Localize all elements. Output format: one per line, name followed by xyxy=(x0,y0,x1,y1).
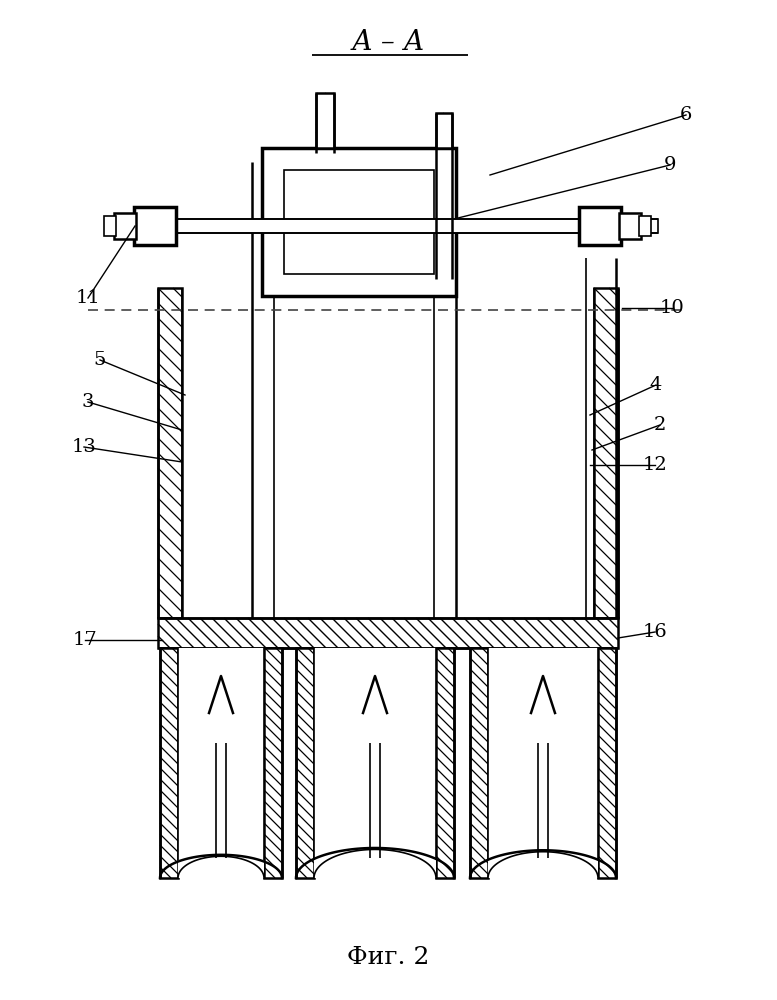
Text: Фиг. 2: Фиг. 2 xyxy=(347,946,430,970)
Bar xyxy=(178,648,264,878)
Bar xyxy=(284,170,434,274)
Text: 2: 2 xyxy=(653,416,666,434)
Bar xyxy=(488,648,598,878)
Text: 9: 9 xyxy=(664,156,676,174)
Text: 13: 13 xyxy=(71,438,96,456)
Bar xyxy=(316,93,334,148)
Bar xyxy=(104,216,116,236)
Bar xyxy=(252,162,456,618)
Bar xyxy=(182,288,594,618)
Bar xyxy=(436,113,452,148)
Bar xyxy=(314,648,436,878)
Bar xyxy=(140,211,170,241)
Bar xyxy=(639,216,651,236)
Text: 17: 17 xyxy=(72,631,97,649)
Text: А – А: А – А xyxy=(352,28,425,55)
Bar xyxy=(264,648,282,878)
Bar xyxy=(182,162,594,288)
Bar xyxy=(114,213,136,239)
Bar xyxy=(579,207,621,245)
Bar xyxy=(594,288,618,618)
Bar xyxy=(262,148,456,296)
Bar xyxy=(158,618,618,648)
Text: 10: 10 xyxy=(660,299,685,317)
Text: 12: 12 xyxy=(643,456,667,474)
Bar xyxy=(296,648,314,878)
Bar xyxy=(160,648,178,878)
Bar xyxy=(120,219,658,233)
Bar xyxy=(598,648,616,878)
Bar xyxy=(436,648,454,878)
Bar xyxy=(619,213,641,239)
Text: 6: 6 xyxy=(680,106,692,124)
Text: 4: 4 xyxy=(650,376,662,394)
Text: 11: 11 xyxy=(75,289,100,307)
Bar xyxy=(134,207,176,245)
Bar xyxy=(158,288,182,618)
Text: 5: 5 xyxy=(94,351,106,369)
Text: 16: 16 xyxy=(643,623,667,641)
Bar xyxy=(470,648,488,878)
Text: 3: 3 xyxy=(82,393,94,411)
Bar xyxy=(585,211,615,241)
